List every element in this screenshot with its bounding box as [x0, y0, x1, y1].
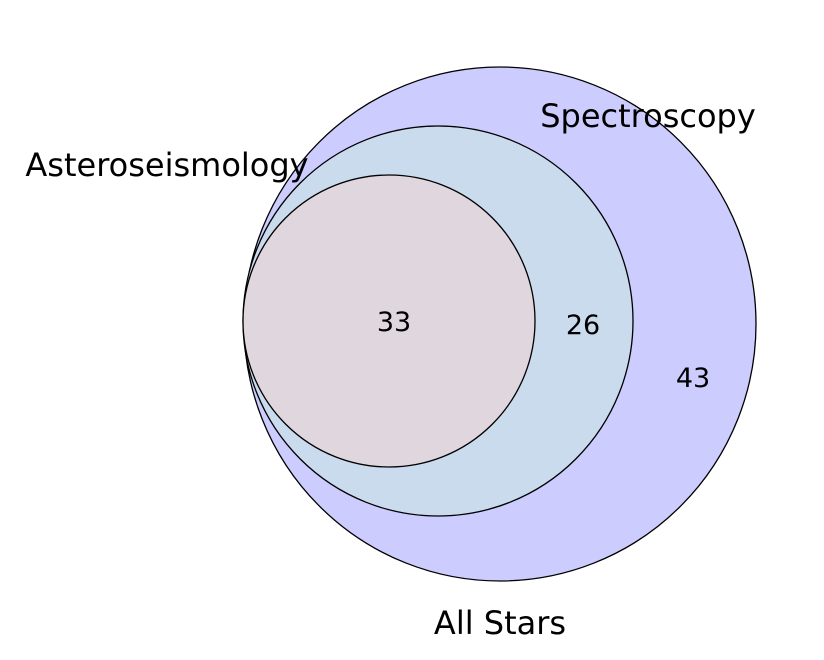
asteroseismology-circle [242, 174, 536, 468]
spectroscopy-only-count: 26 [566, 310, 600, 341]
spectroscopy-label: Spectroscopy [540, 97, 756, 135]
all-stars-only-count: 43 [676, 363, 710, 394]
asteroseismology-label: Asteroseismology [25, 146, 308, 184]
asteroseismology-count: 33 [377, 307, 411, 338]
all-stars-label: All Stars [434, 604, 566, 642]
